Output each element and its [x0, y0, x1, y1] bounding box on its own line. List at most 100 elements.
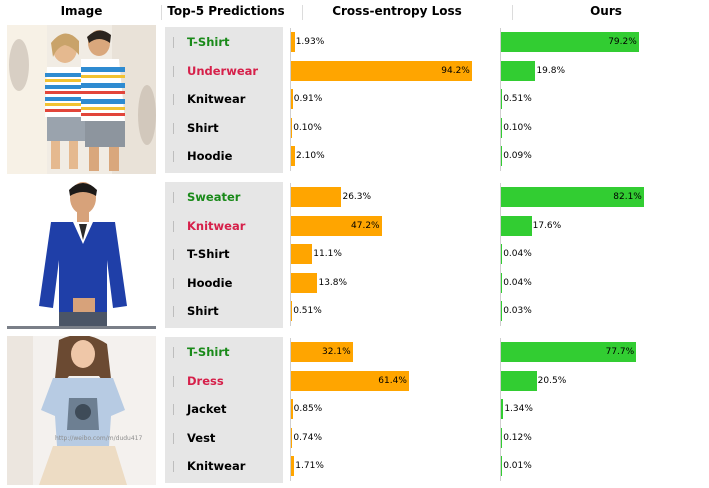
ours-bar [501, 370, 537, 391]
ce-loss-bar [291, 244, 313, 264]
prediction-label: Hoodie [187, 275, 233, 290]
prediction-panel-2 [165, 182, 283, 328]
header-separator [512, 5, 513, 20]
prediction-tick [173, 220, 174, 232]
prediction-tick [173, 347, 174, 358]
prediction-label: Hoodie [187, 149, 233, 163]
ce-loss-bar [291, 146, 296, 166]
ce-loss-bar [291, 272, 318, 293]
prediction-label: Underwear [187, 63, 259, 78]
bar-axis-line [290, 28, 291, 171]
ours-bar [501, 342, 637, 362]
prediction-tick [173, 404, 174, 415]
photo-watermark: http://weibo.com/m/dudu417 [55, 435, 142, 442]
bar-axis-line [500, 338, 501, 481]
ours-value-label: 0.03% [503, 306, 532, 316]
ce-loss-value-label: 32.1% [322, 347, 351, 357]
ce-loss-value-label: 13.8% [318, 277, 348, 288]
prediction-label: Vest [187, 430, 216, 445]
ce-loss-value-label: 26.3% [342, 192, 372, 202]
ours-value-label: 79.2% [608, 37, 637, 47]
ours-bar [501, 399, 504, 419]
ce-loss-value-label: 0.91% [293, 94, 323, 104]
prediction-label: Dress [187, 373, 224, 388]
ce-loss-value-label: 0.10% [293, 122, 322, 133]
ours-value-label: 17.6% [532, 220, 562, 231]
prediction-tick [173, 37, 174, 48]
prediction-label: T-Shirt [187, 247, 230, 261]
prediction-tick [173, 461, 174, 472]
ce-loss-bar [291, 370, 409, 391]
ce-loss-bar [291, 117, 293, 138]
ce-loss-bar [291, 301, 293, 321]
ours-value-label: 0.51% [503, 94, 532, 104]
ce-loss-value-label: 0.85% [293, 404, 323, 414]
photo-woman-light-blue-tshirt: http://weibo.com/m/dudu417 [7, 336, 156, 485]
prediction-label: Sweater [187, 190, 241, 204]
prediction-panel-1 [165, 27, 283, 173]
ce-loss-bar [291, 427, 293, 448]
prediction-label: Knitwear [187, 459, 246, 473]
prediction-tick [173, 432, 174, 444]
prediction-label: Knitwear [187, 218, 246, 233]
ours-bar [501, 60, 536, 81]
ours-value-label: 0.09% [503, 151, 532, 161]
ours-bar [501, 456, 503, 476]
ce-loss-bar [291, 399, 293, 419]
prediction-label: Knitwear [187, 92, 246, 106]
ours-value-label: 0.01% [503, 461, 532, 471]
ours-bar [501, 301, 503, 321]
ce-loss-bar [291, 187, 342, 207]
ours-bar [501, 117, 503, 138]
prediction-label: T-Shirt [187, 35, 230, 49]
header-ours: Ours [590, 4, 622, 18]
prediction-tick [173, 94, 174, 105]
ours-value-label: 19.8% [536, 65, 566, 76]
prediction-label: Jacket [187, 402, 227, 416]
header-predictions: Top-5 Predictions [167, 4, 285, 18]
ours-value-label: 0.12% [503, 432, 532, 443]
photo-man-blue-sweater [7, 180, 156, 329]
ce-loss-value-label: 61.4% [378, 375, 407, 386]
prediction-panel-3 [165, 337, 283, 483]
ce-loss-value-label: 0.51% [293, 306, 322, 316]
prediction-tick [173, 375, 174, 387]
ce-loss-bar [291, 215, 382, 236]
ours-bar [501, 146, 503, 166]
prediction-tick [173, 249, 174, 260]
ce-loss-value-label: 0.74% [293, 432, 322, 443]
ours-value-label: 20.5% [537, 375, 567, 386]
prediction-label: T-Shirt [187, 345, 230, 359]
ce-loss-bar [291, 89, 293, 109]
ours-bar [501, 427, 503, 448]
bar-axis-line [290, 183, 291, 326]
ce-loss-value-label: 2.10% [296, 151, 325, 161]
ours-bar [501, 244, 503, 264]
prediction-tick [173, 277, 174, 289]
ours-bar [501, 215, 532, 236]
ours-value-label: 0.04% [503, 249, 532, 259]
bar-axis-line [500, 28, 501, 171]
ours-value-label: 1.34% [504, 404, 533, 414]
ce-loss-bar [291, 456, 295, 476]
prediction-tick [173, 65, 174, 77]
ce-loss-value-label: 11.1% [313, 249, 342, 259]
ours-value-label: 82.1% [613, 192, 642, 202]
prediction-tick [173, 306, 174, 317]
ours-bar [501, 89, 503, 109]
prediction-tick [173, 151, 174, 162]
header-separator [161, 5, 162, 20]
header-separator [302, 5, 303, 20]
prediction-tick [173, 122, 174, 134]
header-ce-loss: Cross-entropy Loss [332, 4, 462, 18]
ours-bar [501, 272, 503, 293]
ours-bar [501, 32, 639, 52]
ce-loss-value-label: 1.71% [295, 461, 324, 471]
header-image: Image [60, 4, 103, 18]
ours-bar [501, 187, 644, 207]
prediction-label: Shirt [187, 120, 219, 135]
prediction-tick [173, 192, 174, 203]
ce-loss-bar [291, 60, 472, 81]
ce-loss-bar [291, 342, 353, 362]
ce-loss-value-label: 1.93% [295, 37, 325, 47]
